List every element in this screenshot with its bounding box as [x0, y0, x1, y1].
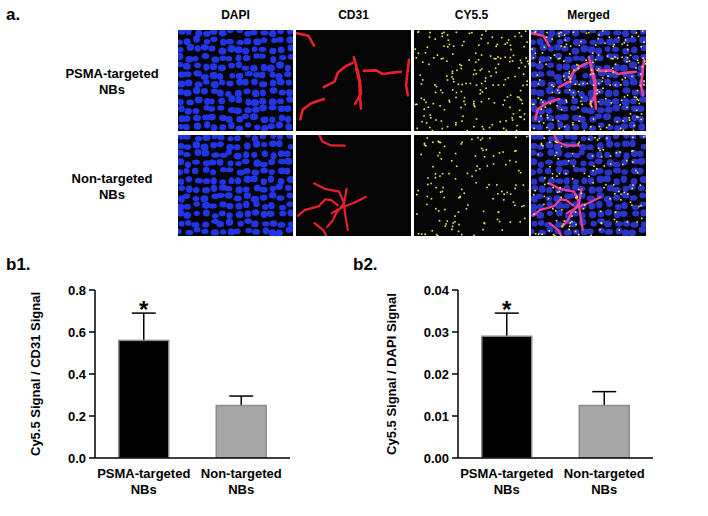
tick — [89, 289, 95, 291]
tick-label: 0.01 — [424, 409, 449, 424]
error-cap — [592, 391, 616, 393]
tick-label: 0.04 — [424, 283, 450, 298]
x-axis — [95, 457, 290, 459]
significance-marker: * — [139, 296, 149, 323]
row-label: Non-targetedNBs — [72, 171, 153, 202]
bar — [216, 406, 266, 459]
category-label: Non-targetedNBs — [564, 466, 645, 497]
error-bar — [241, 396, 243, 405]
tick-label: 0.8 — [68, 283, 86, 298]
tick-label: 0.02 — [424, 367, 449, 382]
y-axis — [94, 290, 96, 458]
bar — [579, 406, 629, 459]
tick-label: 0.00 — [424, 451, 449, 466]
micrograph — [296, 129, 411, 256]
micrograph — [414, 135, 530, 236]
column-header: Merged — [567, 8, 610, 22]
tick — [452, 415, 458, 417]
figure: a. DAPI CD31 CY5.5 Merged PSMA-targetedNBs Non… — [0, 0, 708, 516]
bar-chart: b1. Cy5.5 Signal / CD31 Signal 0.0 0.2 0.4 0.… — [6, 255, 290, 497]
panel-label: b2. — [353, 255, 378, 274]
tick-label: 0.6 — [68, 325, 86, 340]
category-label: Non-targetedNBs — [201, 466, 282, 497]
column-header: DAPI — [221, 8, 250, 22]
bar — [119, 340, 169, 458]
tick — [452, 289, 458, 291]
bar-chart: b2. Cy5.5 Signal / DAPI Signal 0.00 0.01 0.0… — [353, 255, 653, 497]
tick — [452, 457, 458, 459]
y-axis — [457, 290, 459, 458]
error-bar — [604, 392, 606, 406]
micrograph — [414, 30, 529, 131]
tick — [89, 331, 95, 333]
micrograph — [285, 24, 411, 131]
tick-label: 0.0 — [68, 451, 86, 466]
tick — [89, 373, 95, 375]
micrograph — [528, 129, 648, 256]
category-label: PSMA-targetedNBs — [97, 466, 190, 497]
tick — [89, 415, 95, 417]
micrograph — [176, 27, 295, 131]
bars — [482, 313, 630, 458]
panel-label: a. — [6, 5, 20, 24]
error-cap — [229, 395, 253, 397]
bar — [482, 336, 532, 458]
micrograph — [175, 132, 295, 237]
bars — [119, 313, 267, 458]
column-header: CD31 — [338, 8, 369, 22]
row-label: PSMA-targetedNBs — [65, 66, 158, 97]
axis-title: Cy5.5 Signal / CD31 Signal — [28, 292, 43, 456]
tick-label: 0.4 — [68, 367, 87, 382]
x-axis — [458, 457, 653, 459]
category-label: PSMA-targetedNBs — [460, 466, 553, 497]
significance-marker: * — [502, 296, 512, 323]
micrograph — [520, 24, 648, 132]
column-header: CY5.5 — [455, 8, 489, 22]
axis-title: Cy5.5 Signal / DAPI Signal — [384, 293, 399, 455]
tick — [89, 457, 95, 459]
tick — [452, 373, 458, 375]
panel-label: b1. — [6, 255, 31, 274]
tick — [452, 331, 458, 333]
tick-label: 0.2 — [68, 409, 86, 424]
tick-label: 0.03 — [424, 325, 449, 340]
